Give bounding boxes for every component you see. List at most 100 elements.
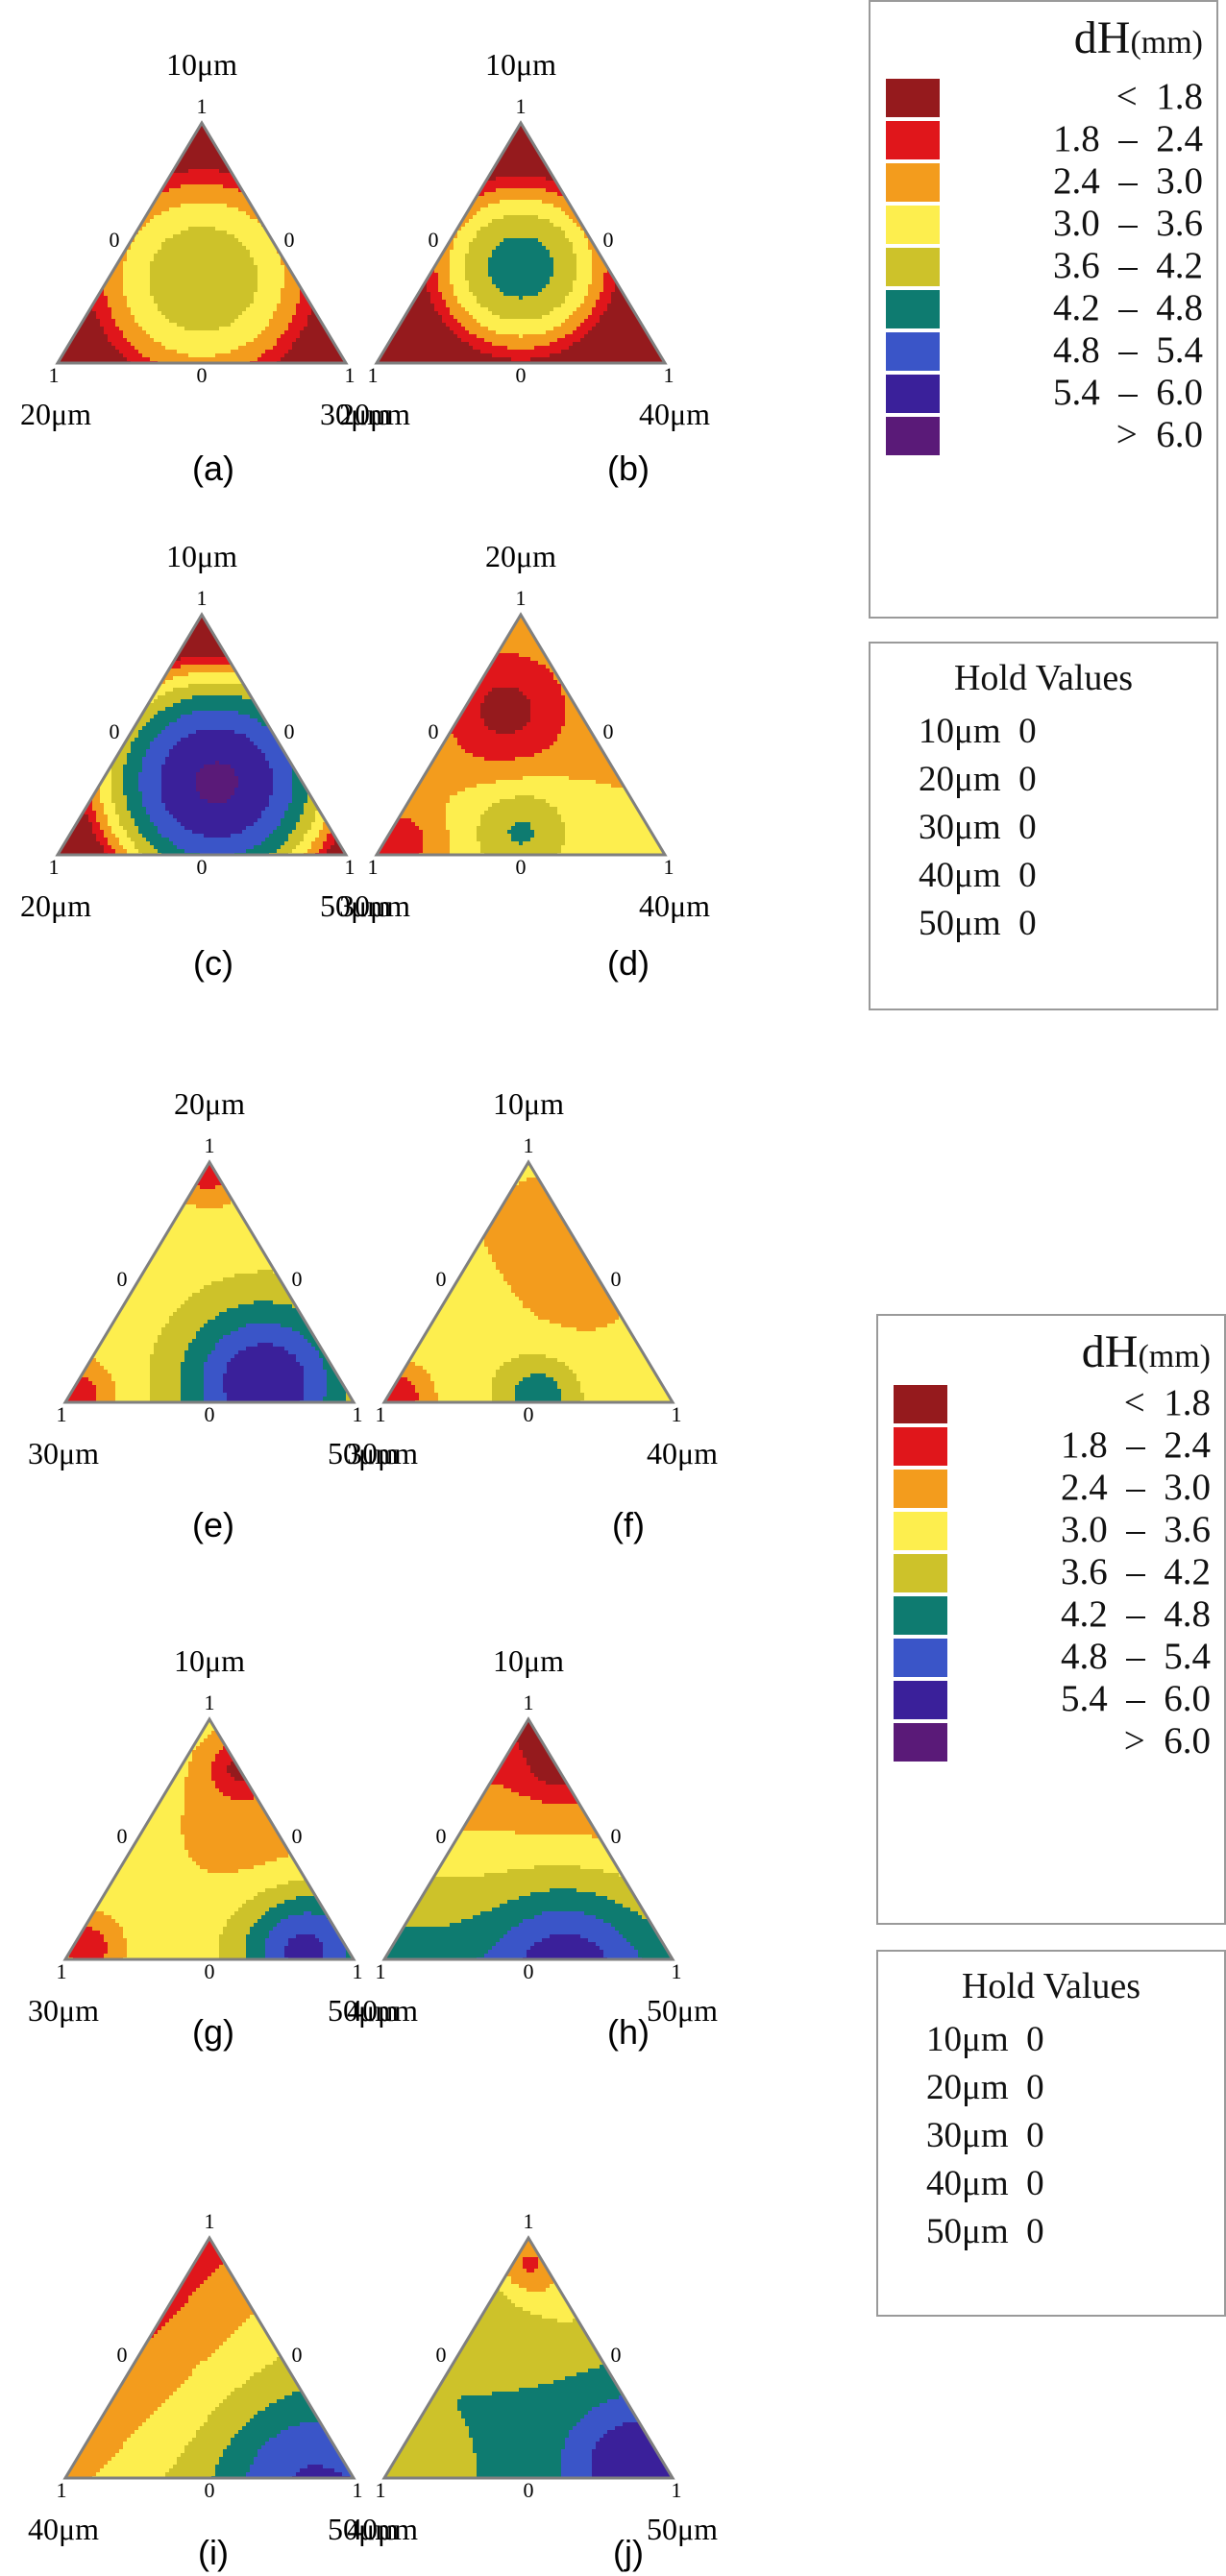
vertex-label-right: 50μm <box>328 2512 399 2546</box>
legend-range-label: 3.0 – 3.6 <box>1061 1509 1211 1550</box>
tick-label: 0 <box>110 228 120 252</box>
tick-label: 1 <box>49 855 60 879</box>
tick-label: 0 <box>205 1959 215 1983</box>
tick-label: 1 <box>376 2478 386 2502</box>
tick-label: 1 <box>376 1402 386 1426</box>
vertex-label-top: 10μm <box>166 539 237 573</box>
tick-label: 0 <box>117 1824 128 1848</box>
vertex-label-right: 30μm <box>320 397 391 431</box>
tick-label: 0 <box>611 2343 622 2367</box>
legend-swatch <box>894 1385 947 1423</box>
legend-swatch <box>886 332 940 371</box>
tick-label: 0 <box>197 363 208 387</box>
legend-range-label: 5.4 – 6.0 <box>1061 1678 1211 1719</box>
tick-label: 1 <box>524 2209 534 2233</box>
vertex-label-top: 20μm <box>485 539 556 573</box>
tick-label: 1 <box>197 586 208 610</box>
legend-swatch <box>886 248 940 286</box>
vertex-label-right: 50μm <box>647 1993 718 2028</box>
vertex-label-top: 10μm <box>485 47 556 82</box>
tick-label: 0 <box>292 1267 303 1291</box>
tick-label: 1 <box>205 2209 215 2233</box>
legend-range-label: 2.4 – 3.0 <box>1061 1467 1211 1508</box>
legend-range-label: 1.8 – 2.4 <box>1061 1424 1211 1466</box>
hold-value-row: 10μm 0 <box>926 2020 1044 2059</box>
legend-range-label: 4.2 – 4.8 <box>1061 1593 1211 1635</box>
vertex-label-right: 40μm <box>639 397 710 431</box>
legend-swatch <box>894 1596 947 1635</box>
vertex-label-left: 20μm <box>339 397 410 431</box>
triangle-outline <box>374 120 668 365</box>
tick-label: 0 <box>284 719 295 743</box>
legend-row: 3.0 – 3.6 <box>894 1508 1211 1550</box>
legend-range-label: 4.8 – 5.4 <box>1061 1636 1211 1677</box>
vertex-label-right: 40μm <box>647 1436 718 1470</box>
legend-range-label: 2.4 – 3.0 <box>1053 160 1203 202</box>
vertex-label-left: 30μm <box>339 888 410 923</box>
tick-label: 1 <box>672 1402 682 1426</box>
legend-row: 3.6 – 4.2 <box>886 244 1203 286</box>
vertex-label-left: 40μm <box>28 2512 99 2546</box>
tick-label: 0 <box>524 1402 534 1426</box>
tick-label: 1 <box>57 1959 67 1983</box>
tick-label: 1 <box>345 363 356 387</box>
legend-row: 3.6 – 4.2 <box>894 1550 1211 1592</box>
hold-value-row: 30μm 0 <box>919 808 1037 847</box>
tick-label: 0 <box>292 1824 303 1848</box>
tick-label: 1 <box>376 1959 386 1983</box>
contour-field <box>58 615 346 855</box>
tick-label: 1 <box>353 2478 363 2502</box>
legend-range-label: 3.0 – 3.6 <box>1053 203 1203 244</box>
legend-row: 5.4 – 6.0 <box>894 1677 1211 1719</box>
hold-value-row: 30μm 0 <box>926 2116 1044 2155</box>
panel-caption: (g) <box>192 2012 234 2052</box>
vertex-label-top: 10μm <box>493 1643 564 1678</box>
legend-box-bottom: dH(mm) < 1.8 1.8 – 2.4 2.4 – 3.0 3.0 – 3.6 3… <box>876 1314 1226 1925</box>
tick-label: 0 <box>429 228 439 252</box>
tick-label: 0 <box>197 855 208 879</box>
legend-row: 3.0 – 3.6 <box>886 202 1203 244</box>
legend-swatch <box>894 1681 947 1719</box>
tick-label: 0 <box>117 1267 128 1291</box>
contour-field <box>65 1162 354 1402</box>
contour-field <box>65 2238 354 2478</box>
legend-row: 1.8 – 2.4 <box>894 1423 1211 1466</box>
contour-field <box>384 1162 673 1402</box>
vertex-label-left: 30μm <box>28 1993 99 2028</box>
legend-swatch <box>894 1470 947 1508</box>
contour-field <box>384 2238 673 2478</box>
legend-row: 2.4 – 3.0 <box>894 1466 1211 1508</box>
legend-row: 4.8 – 5.4 <box>894 1635 1211 1677</box>
legend-swatch <box>886 163 940 202</box>
tick-label: 0 <box>516 855 527 879</box>
legend-swatch <box>886 375 940 413</box>
triangle-outline <box>55 612 349 857</box>
tick-label: 0 <box>205 1402 215 1426</box>
triangle-outline <box>374 612 668 857</box>
tick-label: 0 <box>205 2478 215 2502</box>
legend-row: 4.2 – 4.8 <box>894 1592 1211 1635</box>
legend-range-label: 3.6 – 4.2 <box>1061 1551 1211 1592</box>
tick-label: 0 <box>436 1824 447 1848</box>
vertex-label-top: 10μm <box>166 47 237 82</box>
legend-range-label: 1.8 – 2.4 <box>1053 118 1203 159</box>
legend-row: 4.2 – 4.8 <box>886 286 1203 328</box>
vertex-label-left: 20μm <box>20 397 91 431</box>
tick-label: 1 <box>57 1402 67 1426</box>
contour-field <box>377 615 665 855</box>
tick-label: 1 <box>353 1959 363 1983</box>
hold-values-title: Hold Values <box>961 1966 1141 2006</box>
triangle-outline <box>381 2235 675 2480</box>
triangle-outline <box>62 1159 356 1404</box>
hold-values-box-bottom: Hold Values 10μm 0 20μm 0 30μm 0 40μm 0 50μm… <box>876 1950 1226 2317</box>
panel-caption: (h) <box>607 2012 650 2052</box>
legend-range-label: 5.4 – 6.0 <box>1053 372 1203 413</box>
